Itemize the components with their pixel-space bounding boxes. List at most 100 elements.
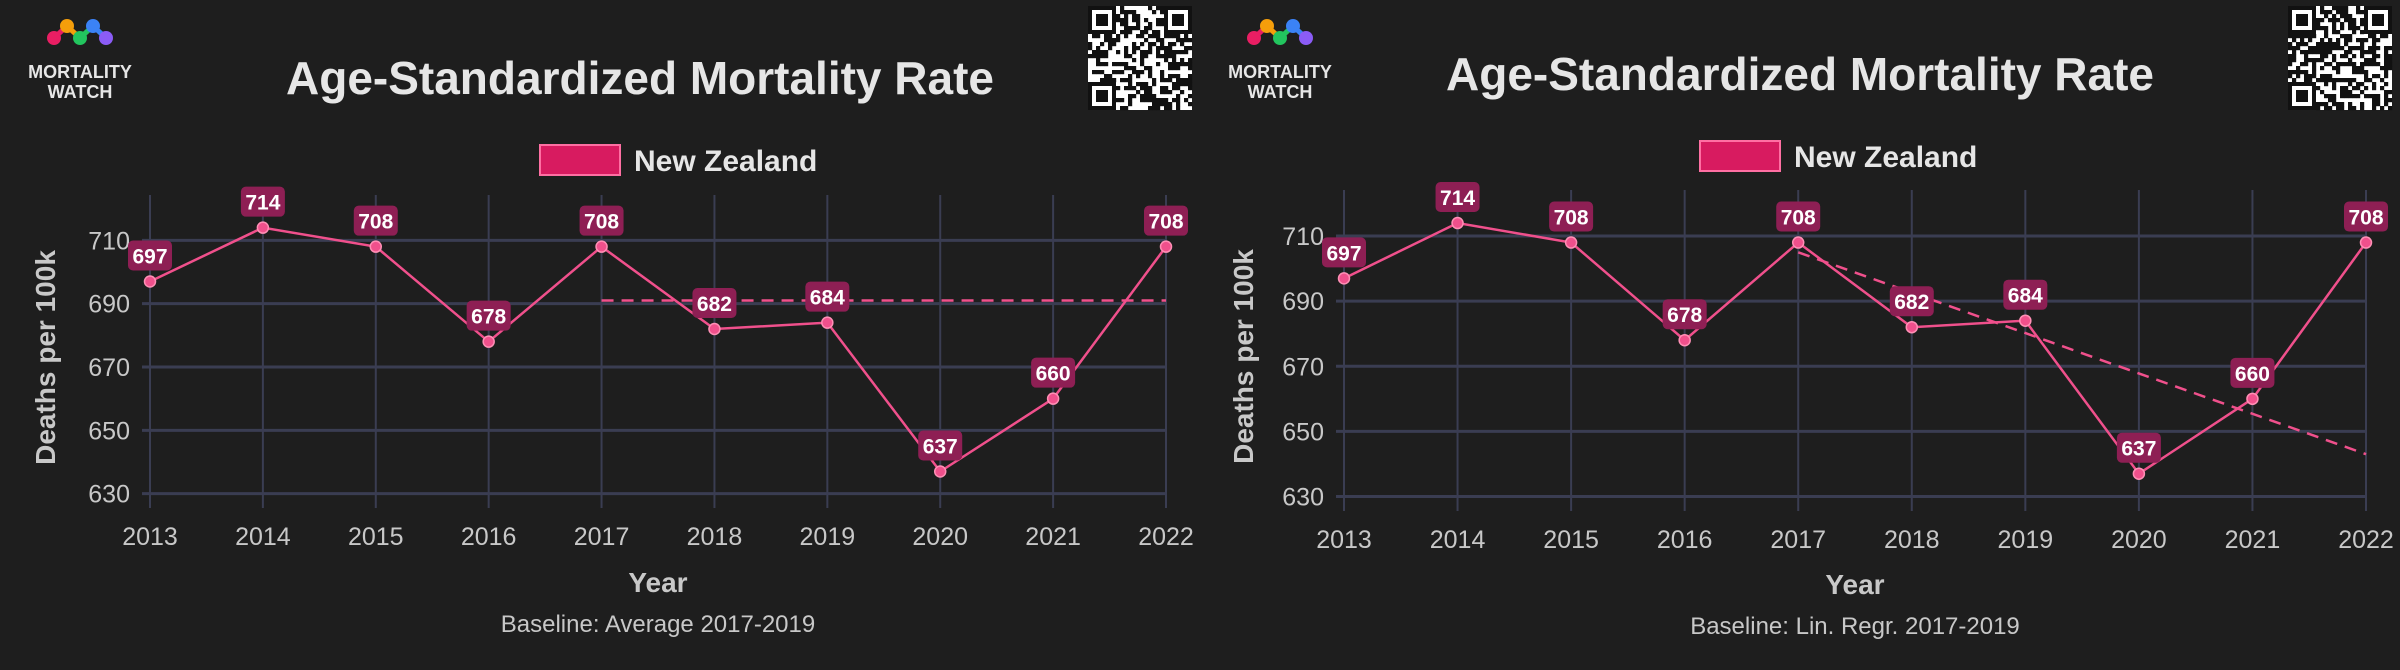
qr-module: [2320, 66, 2325, 71]
qr-module: [2312, 62, 2317, 67]
qr-module: [1188, 94, 1193, 99]
qr-module: [1188, 38, 1193, 43]
qr-module: [1120, 22, 1125, 27]
qr-module: [1188, 102, 1193, 107]
x-axis-title: Year: [1825, 569, 1884, 600]
qr-module: [1148, 90, 1153, 95]
qr-module: [2344, 14, 2349, 19]
qr-module: [2388, 98, 2393, 103]
x-tick-label: 2017: [1770, 526, 1826, 554]
qr-module: [1116, 70, 1121, 75]
qr-module: [1128, 74, 1133, 79]
qr-module: [1148, 74, 1153, 79]
qr-module: [2360, 102, 2365, 107]
qr-module: [2344, 54, 2349, 59]
qr-module: [2312, 34, 2317, 39]
qr-module: [2320, 26, 2325, 31]
qr-module: [2348, 82, 2353, 87]
qr-module: [2308, 50, 2313, 55]
data-label-box: [1549, 201, 1594, 232]
data-point: [933, 465, 947, 478]
qr-module: [2344, 42, 2349, 47]
qr-module: [2384, 66, 2389, 71]
qr-module: [1124, 34, 1129, 39]
data-label-box: [2003, 279, 2048, 310]
qr-module: [2328, 62, 2333, 67]
qr-module: [1188, 82, 1193, 87]
qr-module: [1120, 62, 1125, 67]
qr-module: [1164, 102, 1169, 107]
qr-module: [1136, 46, 1141, 51]
qr-module: [1188, 78, 1193, 83]
qr-module: [2292, 58, 2297, 63]
data-label-box: [466, 300, 511, 331]
qr-module: [1160, 90, 1165, 95]
qr-module: [1148, 22, 1153, 27]
qr-module: [2288, 34, 2293, 39]
qr-module: [2336, 42, 2341, 47]
qr-module: [2380, 106, 2385, 111]
qr-module: [1140, 94, 1145, 99]
qr-module: [1096, 54, 1101, 59]
data-label: 682: [697, 293, 732, 316]
qr-module: [1148, 34, 1153, 39]
qr-module: [1124, 22, 1129, 27]
qr-module: [2352, 106, 2357, 111]
data-label: 678: [1667, 304, 1702, 327]
qr-module: [2320, 42, 2325, 47]
qr-module: [1172, 86, 1177, 91]
qr-module: [1148, 86, 1153, 91]
logo-dot: [1260, 19, 1274, 33]
qr-module: [2316, 26, 2321, 31]
qr-module: [2324, 62, 2329, 67]
qr-module: [1188, 66, 1193, 71]
qr-module: [1124, 14, 1129, 19]
qr-module: [2332, 98, 2337, 103]
qr-module: [2312, 66, 2317, 71]
qr-module: [1152, 102, 1157, 107]
qr-finder: [2372, 14, 2384, 26]
data-point: [821, 316, 834, 329]
data-point: [1791, 236, 1805, 249]
qr-module: [2368, 50, 2373, 55]
qr-module: [1184, 82, 1189, 87]
qr-module: [1116, 18, 1121, 23]
qr-module: [1156, 102, 1161, 107]
data-label: 684: [2008, 285, 2043, 308]
qr-module: [2344, 86, 2349, 91]
qr-module: [2360, 66, 2365, 71]
qr-module: [2356, 66, 2361, 71]
qr-module: [1164, 54, 1169, 59]
qr-module: [2332, 26, 2337, 31]
qr-module: [2324, 78, 2329, 83]
qr-module: [1096, 50, 1101, 55]
y-axis-title: Deaths per 100k: [30, 250, 61, 465]
qr-module: [2304, 50, 2309, 55]
qr-module: [1132, 26, 1137, 31]
logo-dot: [1273, 31, 1287, 45]
qr-module: [1132, 14, 1137, 19]
qr-module: [2296, 34, 2301, 39]
qr-module: [2332, 54, 2337, 59]
baseline-caption: Baseline: Lin. Regr. 2017-2019: [1690, 613, 2020, 640]
qr-module: [2364, 50, 2369, 55]
qr-module: [2328, 98, 2333, 103]
qr-module: [2364, 70, 2369, 75]
qr-module: [1140, 86, 1145, 91]
qr-module: [2336, 78, 2341, 83]
qr-module: [1184, 50, 1189, 55]
data-label: 684: [810, 287, 845, 310]
qr-module: [2372, 74, 2377, 79]
qr-module: [1116, 50, 1121, 55]
qr-module: [2356, 82, 2361, 87]
qr-module: [1144, 54, 1149, 59]
qr-module: [2300, 50, 2305, 55]
qr-module: [1108, 42, 1113, 47]
qr-module: [2332, 6, 2337, 11]
qr-module: [2388, 46, 2393, 51]
x-tick-label: 2021: [1025, 523, 1081, 551]
qr-module: [2340, 10, 2345, 15]
qr-module: [2388, 90, 2393, 95]
data-label-box: [128, 240, 172, 271]
qr-module: [1156, 30, 1161, 35]
